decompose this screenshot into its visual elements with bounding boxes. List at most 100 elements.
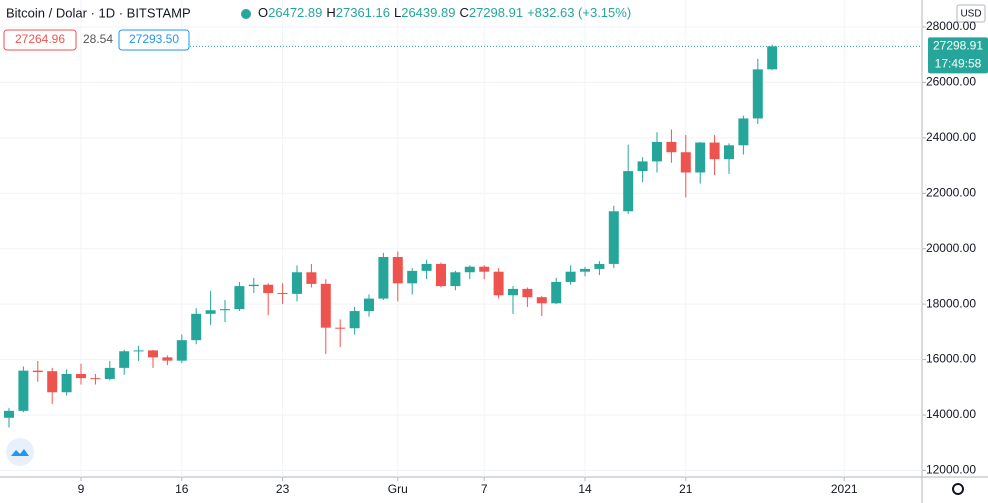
candle-body [148, 350, 158, 358]
candle-body [565, 271, 576, 282]
candle-body [695, 142, 706, 173]
candle-body [162, 357, 173, 361]
ohlc-value: 26439.89 [401, 5, 455, 20]
candle-body [176, 340, 187, 361]
candle-body [306, 272, 317, 284]
candle-body [4, 410, 14, 418]
candle-body [248, 284, 259, 287]
candle-body [104, 367, 115, 379]
currency-box[interactable] [956, 4, 986, 23]
candles [4, 44, 778, 428]
ohlc-value: 27361.16 [336, 5, 390, 20]
x-tick-label: 9 [78, 482, 85, 496]
ohlc-key: L [394, 5, 401, 20]
x-tick-label: 16 [175, 482, 189, 496]
candle-body [580, 268, 590, 272]
candle-body [364, 298, 374, 312]
y-tick-label: 12000.00 [926, 463, 976, 477]
y-tick-label: 28000.00 [926, 19, 976, 33]
ohlc-key: C [459, 5, 468, 20]
candle-body [709, 142, 720, 160]
candle-body [493, 271, 504, 296]
last-price-label: 27298.91 [933, 39, 983, 53]
candle-body [767, 46, 778, 70]
candle-body [392, 257, 403, 284]
candle-body [378, 257, 389, 299]
candle-body [349, 311, 360, 329]
candle-body [32, 370, 43, 373]
candle-body [277, 293, 288, 295]
candle-body [119, 351, 130, 368]
ohlc-value: 26472.89 [268, 5, 322, 20]
x-tick-label: Gru [388, 482, 408, 496]
candle-body [752, 69, 763, 119]
ohlc-legend: O26472.89 H27361.16 L26439.89 C27298.91 +832… [258, 5, 631, 20]
candle-body [191, 313, 202, 341]
candle-body [608, 211, 619, 264]
candle-body [76, 373, 86, 379]
candle-body [292, 272, 302, 294]
y-tick-label: 22000.00 [926, 185, 976, 199]
candle-body [680, 152, 691, 173]
countdown: 17:49:58 [935, 57, 982, 71]
candle-body [263, 284, 274, 294]
candle-body [335, 327, 346, 329]
y-tick-label: 16000.00 [926, 352, 976, 366]
logo[interactable] [6, 438, 34, 466]
candle-body [450, 272, 461, 287]
candle-body [479, 266, 490, 272]
candle-body [61, 373, 72, 393]
candle-body [90, 378, 101, 380]
candle-body [421, 263, 432, 271]
x-tick-label: 23 [276, 482, 290, 496]
grid [0, 0, 922, 477]
ohlc-key: O [258, 5, 268, 20]
candle-body [551, 281, 562, 304]
candle-body [320, 283, 331, 328]
last-price-tag [928, 37, 988, 74]
sell-price: 27264.96 [15, 32, 65, 46]
candle-body [522, 288, 533, 298]
y-tick-label: 24000.00 [926, 130, 976, 144]
y-tick-label: 14000.00 [926, 407, 976, 421]
settings-icon[interactable] [952, 483, 964, 495]
ohlc-change: +832.63 (+3.15%) [527, 5, 631, 20]
currency: USD [960, 9, 981, 20]
candle-body [18, 370, 29, 411]
candle-body [407, 270, 418, 284]
candle-body [666, 141, 677, 153]
candle-body [652, 141, 662, 162]
x-tick-label: 2021 [831, 482, 858, 496]
candle-body [436, 263, 446, 287]
candle-body [594, 263, 605, 269]
spread: 28.54 [83, 32, 113, 46]
x-tick-label: 21 [679, 482, 693, 496]
candle-body [623, 171, 634, 212]
sell-button[interactable] [3, 29, 77, 51]
x-tick-label: 7 [481, 482, 488, 496]
buy-button[interactable] [118, 29, 190, 51]
logo-glyph [11, 449, 29, 456]
candle-body [234, 286, 245, 310]
candle-body [637, 161, 648, 172]
ohlc-value: 27298.91 [469, 5, 523, 20]
candle-body [508, 288, 518, 296]
ohlc-key: H [326, 5, 335, 20]
visibility-icon[interactable] [241, 9, 251, 19]
y-tick-label: 18000.00 [926, 296, 976, 310]
symbol-title: Bitcoin / Dolar · 1D · BITSTAMP [6, 5, 191, 20]
buy-price: 27293.50 [129, 32, 179, 46]
candle-body [464, 266, 475, 273]
y-tick-label: 26000.00 [926, 75, 976, 89]
candle-body [724, 145, 734, 160]
candle-body [220, 309, 230, 311]
candle-body [205, 310, 216, 314]
candle-body [133, 350, 144, 352]
candle-body [536, 297, 547, 304]
candle-body [47, 371, 58, 393]
y-tick-label: 20000.00 [926, 241, 976, 255]
candle-body [738, 118, 749, 146]
